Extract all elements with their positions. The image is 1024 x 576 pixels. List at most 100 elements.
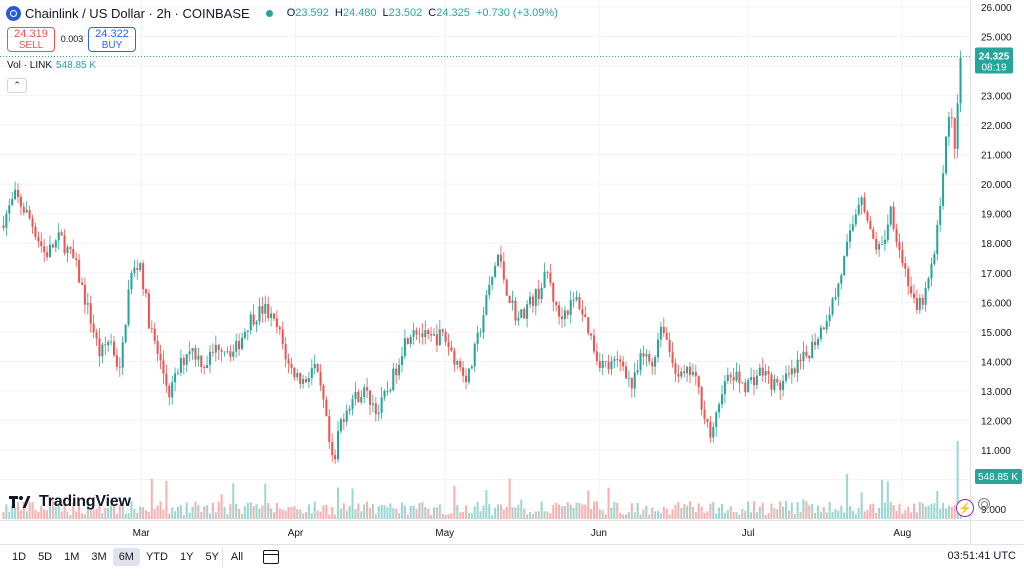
candle-body: [412, 330, 415, 337]
spread-value: 0.003: [60, 34, 84, 44]
volume-bar: [782, 506, 785, 519]
timeframe-5d[interactable]: 5D: [38, 551, 53, 563]
volume-bar: [549, 513, 552, 519]
candle-body: [325, 399, 328, 417]
candle-body: [174, 373, 177, 383]
volume-legend-label: Vol · LINK: [7, 60, 53, 71]
timeframe-all[interactable]: All: [230, 551, 244, 563]
timeframe-5y[interactable]: 5Y: [205, 551, 219, 563]
y-tick-label: 18.000: [981, 239, 1012, 250]
candle-body: [485, 295, 488, 316]
candle-body: [735, 371, 738, 381]
candle-body: [179, 358, 182, 373]
volume-bar: [121, 502, 124, 519]
timeframe-1d[interactable]: 1D: [12, 551, 27, 563]
volume-bar: [43, 509, 46, 519]
volume-bar: [566, 501, 569, 519]
volume-bar: [584, 504, 587, 519]
volume-bar: [182, 514, 185, 519]
volume-bar: [293, 506, 296, 519]
volume-bar: [933, 503, 936, 519]
volume-bar: [156, 505, 159, 519]
volume-bar: [92, 510, 95, 519]
volume-bar: [48, 503, 52, 519]
volume-bar: [395, 508, 398, 519]
candle-body: [176, 372, 180, 374]
volume-bar: [240, 514, 244, 519]
volume-bar: [814, 512, 817, 519]
candle-body: [878, 244, 881, 250]
timeframe-ytd[interactable]: YTD: [145, 551, 168, 563]
candle-body: [25, 210, 28, 213]
timeframe-1y[interactable]: 1Y: [179, 551, 194, 563]
volume-bar: [211, 502, 214, 519]
utc-clock[interactable]: 03:51:41 UTC: [947, 550, 1016, 562]
candle-body: [450, 347, 453, 351]
volume-bar: [528, 512, 532, 519]
volume-bar: [688, 501, 692, 519]
volume-bar: [368, 508, 372, 519]
candle-body: [406, 338, 409, 344]
candle-body: [779, 382, 782, 390]
volume-bar: [60, 511, 63, 519]
volume-bar: [249, 502, 252, 519]
candle-body: [240, 337, 244, 350]
candle-body: [936, 224, 939, 255]
timeframe-1m[interactable]: 1M: [64, 551, 80, 563]
volume-bar: [400, 502, 404, 519]
volume-bar: [636, 503, 639, 519]
volume-bar: [953, 505, 956, 519]
candle-body: [496, 254, 500, 267]
candle-body: [918, 297, 921, 310]
sell-button[interactable]: 24.319 SELL: [7, 27, 55, 52]
candle-body: [523, 309, 526, 319]
timeframe-3m[interactable]: 3M: [91, 551, 107, 563]
volume-bar: [883, 502, 886, 519]
candle-body: [537, 288, 540, 299]
volume-bar: [322, 505, 325, 519]
symbol-title[interactable]: Chainlink / US Dollar · 2h · COINBASE: [25, 5, 250, 21]
volume-bar: [31, 502, 34, 519]
volume-bar: [601, 510, 604, 519]
close-label: C: [428, 7, 437, 19]
volume-bar: [63, 504, 66, 519]
candle-body: [37, 237, 40, 242]
candle-body: [435, 334, 438, 346]
volume-bar: [863, 511, 866, 519]
volume-bar: [677, 501, 680, 519]
volume-bar: [671, 509, 674, 519]
volume-bar: [700, 506, 703, 519]
volume-legend[interactable]: Vol · LINK 548.85 K: [7, 60, 96, 71]
flash-alert-icon[interactable]: ⚡: [956, 499, 974, 517]
volume-bar: [878, 508, 881, 519]
volume-bar: [674, 504, 677, 519]
volume-bar: [159, 501, 162, 519]
candle-body: [78, 259, 81, 283]
volume-bar: [639, 514, 642, 519]
candle-body: [595, 351, 598, 362]
volume-bar: [95, 509, 98, 519]
settings-gear-icon[interactable]: [978, 498, 990, 510]
candle-body: [136, 267, 139, 270]
timeframe-6m[interactable]: 6M: [112, 548, 140, 566]
candle-body: [400, 356, 404, 365]
collapse-legend-button[interactable]: ⌃: [7, 78, 27, 93]
volume-bar: [912, 503, 916, 519]
candle-body: [182, 358, 185, 365]
volume-bar: [441, 513, 444, 519]
candle-body: [598, 361, 601, 368]
candlestick-chart[interactable]: 26.00025.00024.00023.00022.00021.00020.0…: [0, 0, 1024, 545]
candle-body: [168, 385, 171, 398]
candle-body: [680, 371, 683, 377]
calendar-icon[interactable]: [263, 550, 280, 564]
volume-bar: [787, 510, 790, 519]
volume-bar: [403, 505, 406, 519]
market-open-dot-icon: [265, 9, 273, 17]
volume-bar: [834, 509, 837, 519]
candle-body: [464, 375, 468, 383]
buy-button[interactable]: 24.322 BUY: [88, 27, 136, 52]
candle-body: [819, 327, 822, 340]
candle-body: [147, 293, 150, 329]
candle-body: [40, 241, 43, 247]
candle-body: [947, 117, 950, 137]
